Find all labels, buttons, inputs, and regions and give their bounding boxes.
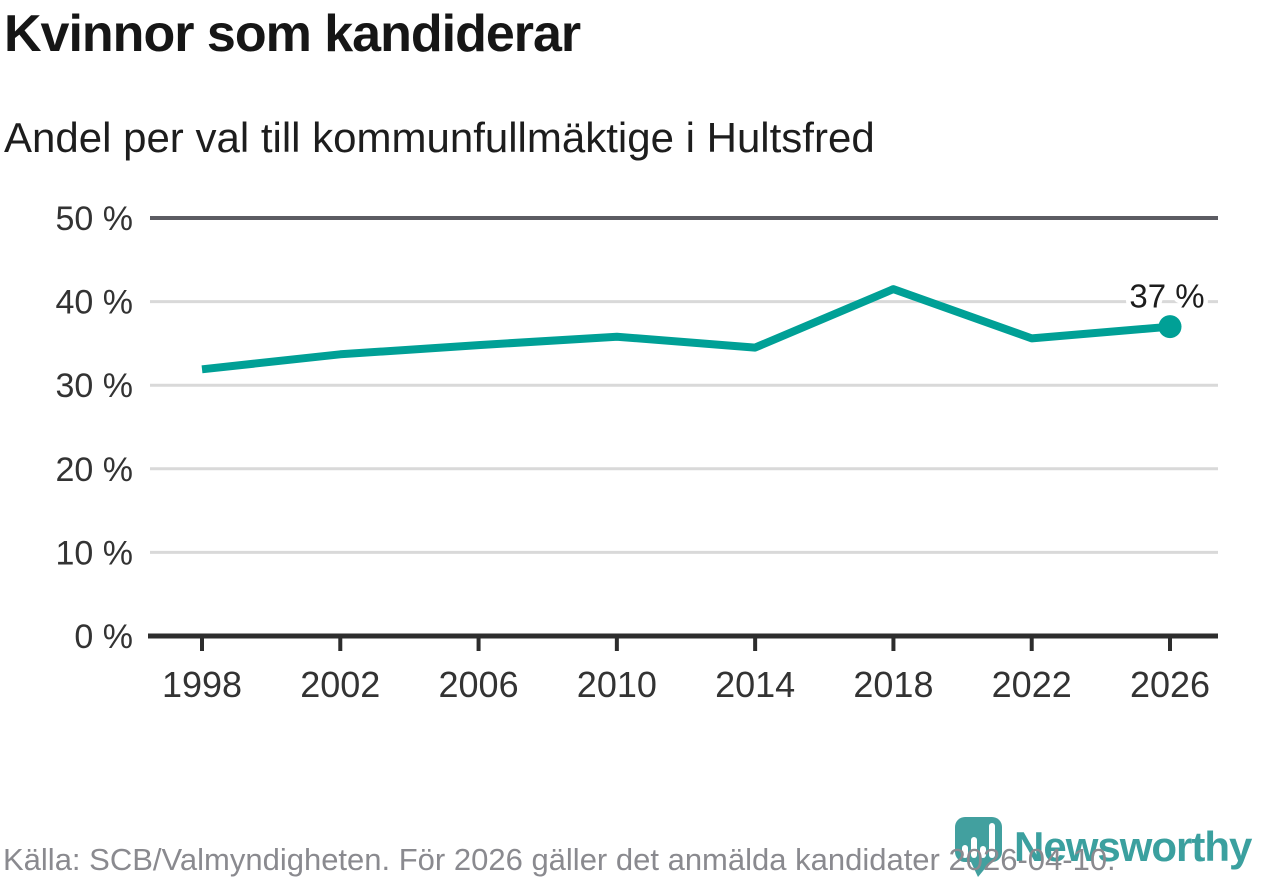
end-value-label: 37 %: [1129, 278, 1204, 315]
data-line: [201, 285, 1171, 374]
x-axis-tick-label: 2018: [853, 664, 933, 705]
y-axis-tick-label: 50 %: [56, 200, 134, 238]
line-chart: 0 % 10 % 20 % 30 % 40 % 50 % 1998 2002 2006 2010 2…: [56, 200, 1218, 705]
x-axis-tick-label: 2002: [300, 664, 380, 705]
y-axis-tick-label: 30 %: [56, 367, 134, 405]
chart-subtitle: Andel per val till kommunfullmäktige i H…: [4, 114, 875, 161]
y-axis-tick-label: 40 %: [56, 284, 134, 322]
x-axis-tick-label: 2006: [439, 664, 519, 705]
x-axis-tick-label: 2022: [992, 664, 1072, 705]
x-axis-tick-label: 1998: [162, 664, 242, 705]
newsworthy-logo: Newsworthy: [950, 811, 1262, 879]
end-point-marker: [1158, 315, 1182, 339]
y-axis-tick-label: 0 %: [74, 618, 133, 656]
x-axis-tick-label: 2014: [715, 664, 795, 705]
x-axis-tick-label: 2010: [577, 664, 657, 705]
x-axis-tick-label: 2026: [1130, 664, 1210, 705]
newsworthy-wordmark: Newsworthy: [1014, 823, 1252, 870]
chart-title: Kvinnor som kandiderar: [4, 5, 581, 63]
newsworthy-bar-chart-pin-icon: [955, 817, 1002, 877]
y-axis-tick-label: 10 %: [56, 534, 134, 572]
y-axis-tick-label: 20 %: [56, 451, 134, 489]
